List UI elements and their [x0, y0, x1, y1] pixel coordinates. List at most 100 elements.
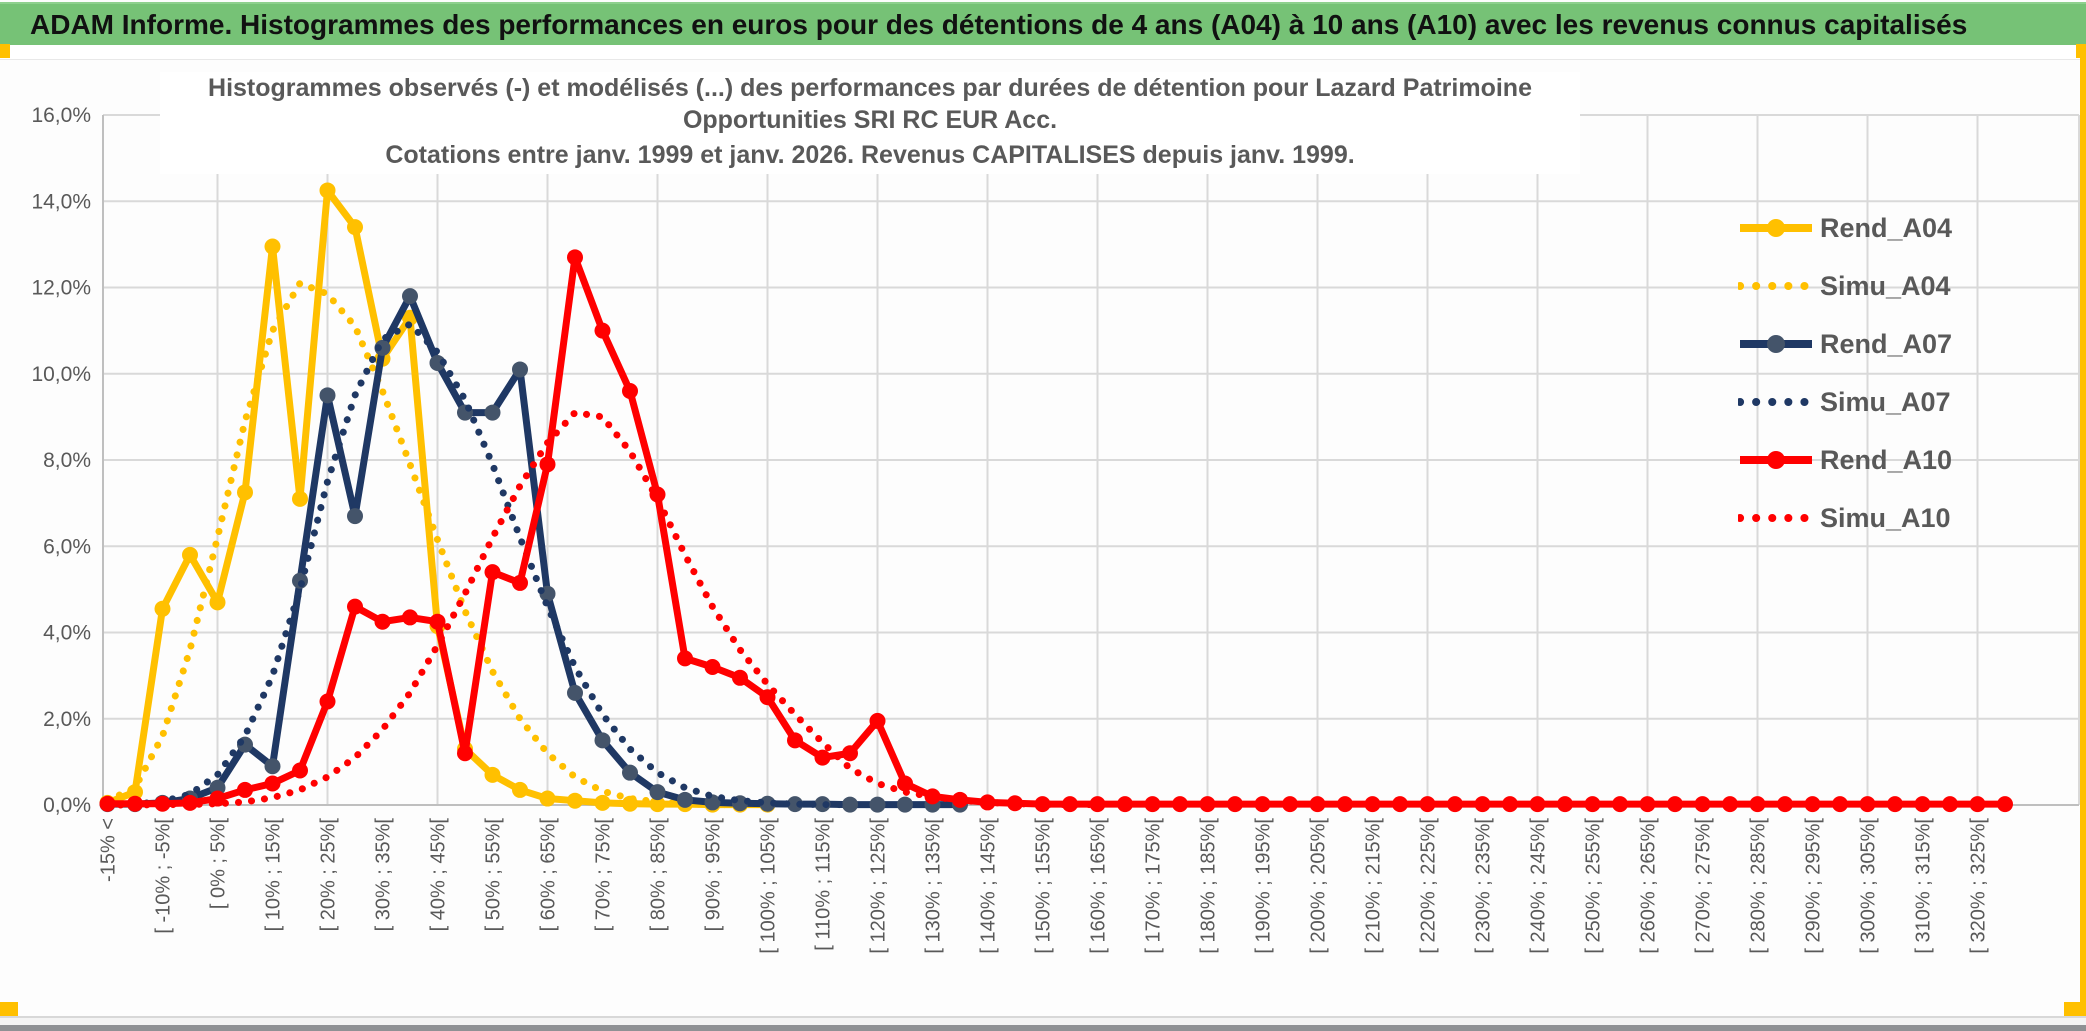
- chart-title: Histogrammes observés (-) et modélisés (…: [160, 72, 1580, 174]
- x-tick-label: [ 180% ; 185%[: [1198, 818, 1220, 954]
- y-tick-label: 6,0%: [43, 535, 91, 558]
- data-point-marker: [1309, 796, 1326, 813]
- series-Simu_A04[interactable]: [104, 279, 744, 809]
- data-point-marker: [1117, 796, 1133, 813]
- data-point-marker: [814, 796, 831, 813]
- data-point-marker: [319, 387, 336, 404]
- legend-label: Rend_A04: [1820, 212, 1953, 243]
- legend-label: Rend_A10: [1820, 444, 1953, 475]
- y-tick-label: 12,0%: [31, 277, 91, 300]
- legend-item-rend-a10[interactable]: Rend_A10: [1738, 438, 2038, 482]
- data-point-marker: [1254, 796, 1271, 813]
- y-tick-label: 8,0%: [43, 449, 91, 472]
- data-point-marker: [154, 600, 171, 617]
- data-point-marker: [1832, 796, 1848, 813]
- legend-item-simu-a04[interactable]: Simu_A04: [1738, 264, 2038, 308]
- data-point-marker: [374, 339, 391, 356]
- chart-title-line2: Cotations entre janv. 1999 et janv. 2026…: [385, 141, 1355, 169]
- y-tick-label: 16,0%: [31, 104, 91, 127]
- data-point-marker: [429, 613, 446, 630]
- x-tick-label: [ 140% ; 145%[: [978, 818, 1000, 954]
- gold-edge-right: [2080, 58, 2086, 1016]
- y-tick-label: 4,0%: [43, 622, 91, 645]
- data-point-marker: [1749, 796, 1766, 813]
- data-point-marker: [484, 766, 501, 783]
- legend-item-rend-a04[interactable]: Rend_A04: [1738, 206, 2038, 250]
- data-point-marker: [897, 775, 913, 792]
- data-point-marker: [1667, 796, 1683, 813]
- banner-title-text: ADAM Informe. Histogrammes des performan…: [30, 8, 1968, 40]
- data-point-marker: [594, 794, 611, 811]
- x-tick-label: [ 280% ; 285%[: [1748, 818, 1770, 954]
- data-point-marker: [209, 594, 226, 611]
- data-point-marker: [264, 775, 281, 792]
- data-point-marker: [594, 322, 611, 339]
- bottom-grey-bar: [0, 1025, 2086, 1031]
- data-point-marker: [264, 758, 281, 775]
- data-point-marker: [1777, 796, 1793, 813]
- data-point-marker: [842, 796, 858, 813]
- x-tick-label: [ 0% ; 5%[: [208, 818, 230, 910]
- y-tick-label: 2,0%: [43, 708, 91, 731]
- data-point-marker: [1227, 796, 1243, 813]
- x-tick-label: [ 10% ; 15%[: [263, 818, 285, 932]
- x-tick-label: [ 90% ; 95%[: [703, 818, 725, 932]
- x-tick-label: [ 130% ; 135%[: [923, 818, 945, 954]
- data-point-marker: [677, 650, 693, 667]
- data-point-marker: [319, 182, 336, 199]
- x-tick-label: [ 40% ; 45%[: [428, 818, 450, 932]
- data-point-marker: [1887, 796, 1903, 813]
- data-point-marker: [347, 598, 363, 615]
- data-point-marker: [1474, 796, 1491, 813]
- data-point-marker: [1144, 796, 1161, 813]
- legend-label: Simu_A07: [1820, 386, 1951, 417]
- data-point-marker: [622, 764, 638, 781]
- data-point-marker: [759, 795, 776, 812]
- data-point-marker: [732, 669, 748, 686]
- data-point-marker: [374, 613, 391, 630]
- bottom-hairline: [0, 1016, 2086, 1018]
- x-tick-label: [ 160% ; 165%[: [1088, 818, 1110, 954]
- gold-corner-bottom-right: [2064, 1002, 2086, 1017]
- x-tick-label: [ 110% ; 115%[: [813, 818, 835, 951]
- chart-legend: Rend_A04 Simu_A04 Rend_A07 Simu_A07 Rend…: [1738, 206, 2038, 554]
- data-point-marker: [649, 784, 666, 801]
- data-point-marker: [539, 456, 556, 473]
- data-point-marker: [1062, 796, 1078, 813]
- data-point-marker: [1007, 795, 1023, 812]
- legend-item-simu-a10[interactable]: Simu_A10: [1738, 496, 2038, 540]
- legend-item-rend-a07[interactable]: Rend_A07: [1738, 322, 2038, 366]
- x-tick-label: [ 150% ; 155%[: [1033, 818, 1055, 954]
- series-Simu_A07[interactable]: [104, 320, 854, 809]
- x-tick-label: [ 220% ; 225%[: [1418, 818, 1440, 954]
- data-point-marker: [512, 574, 528, 591]
- legend-sample-simu-a07-icon: [1738, 392, 1814, 412]
- series-Simu_A10[interactable]: [104, 409, 1101, 809]
- y-axis-labels: 0,0% 2,0% 4,0% 6,0% 8,0% 10,0% 12,0% 14,0% 16,0%: [31, 104, 91, 817]
- data-point-marker: [1639, 796, 1656, 813]
- x-tick-label: [ 320% ; 325%[: [1968, 818, 1990, 954]
- data-point-marker: [347, 219, 363, 236]
- data-point-marker: [1034, 796, 1051, 813]
- gold-corner-top-left: [0, 44, 10, 58]
- data-point-marker: [319, 693, 336, 710]
- data-point-marker: [787, 732, 803, 749]
- data-point-marker: [1172, 796, 1188, 813]
- data-point-marker: [897, 796, 913, 813]
- x-tick-label: [ 250% ; 255%[: [1583, 818, 1605, 954]
- gold-corner-bottom-left: [0, 1002, 18, 1017]
- data-point-marker: [1914, 796, 1931, 813]
- legend-label: Simu_A04: [1820, 270, 1951, 301]
- data-point-marker: [1337, 796, 1353, 813]
- legend-item-simu-a07[interactable]: Simu_A07: [1738, 380, 2038, 424]
- data-point-marker: [429, 354, 446, 371]
- data-point-marker: [567, 249, 583, 266]
- data-point-marker: [787, 796, 803, 813]
- data-point-marker: [347, 508, 363, 525]
- data-point-marker: [1969, 796, 1986, 813]
- data-point-marker: [1502, 796, 1518, 813]
- x-tick-label: [ 300% ; 305%[: [1858, 818, 1880, 954]
- data-point-marker: [237, 781, 253, 798]
